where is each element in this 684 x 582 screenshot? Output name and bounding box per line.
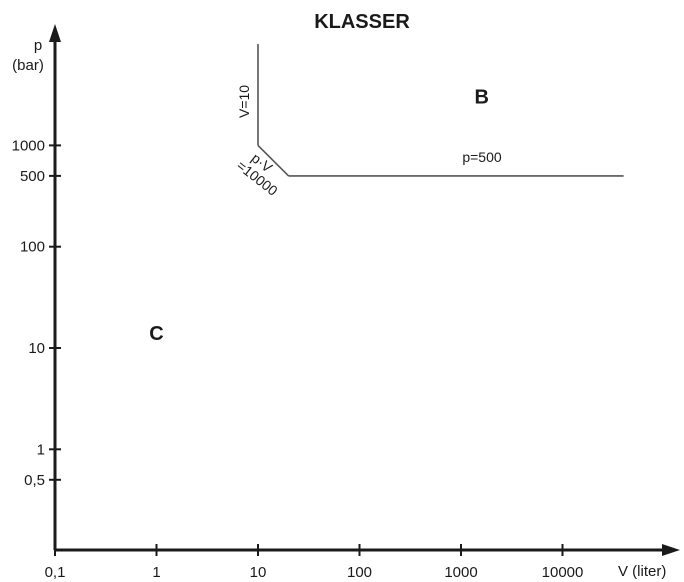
region-c-label: C <box>149 323 163 345</box>
y-tick-label: 1000 <box>12 137 45 154</box>
x-axis-label: V (liter) <box>618 563 666 580</box>
y-tick-label: 1 <box>37 441 45 458</box>
x-axis-ticks: 0,1 1 10 100 1000 10000 <box>45 544 584 581</box>
boundary-pv-line <box>257 144 290 177</box>
y-axis-label-symbol: p <box>34 37 42 54</box>
diagram-title: KLASSER <box>314 11 410 33</box>
boundary-pv-label: p·V =10000 <box>234 150 281 199</box>
y-axis-arrow-icon <box>49 24 61 42</box>
y-tick-label: 100 <box>20 239 45 256</box>
boundary-v10-label: V=10 <box>236 85 252 118</box>
y-tick-label: 500 <box>20 168 45 185</box>
x-tick-label: 1000 <box>444 564 477 581</box>
y-axis-label-unit: (bar) <box>12 57 44 74</box>
x-tick-label: 100 <box>347 564 372 581</box>
region-b-label: B <box>474 86 488 108</box>
x-tick-label: 10000 <box>542 564 584 581</box>
y-axis-ticks: 0,5 1 10 100 500 1000 <box>12 137 61 489</box>
x-tick-label: 0,1 <box>45 564 66 581</box>
y-tick-label: 0,5 <box>24 472 45 489</box>
boundary-p500-label: p=500 <box>462 149 502 165</box>
x-tick-label: 1 <box>152 564 160 581</box>
x-axis-arrow-icon <box>662 544 680 556</box>
y-tick-label: 10 <box>28 340 45 357</box>
x-tick-label: 10 <box>250 564 267 581</box>
